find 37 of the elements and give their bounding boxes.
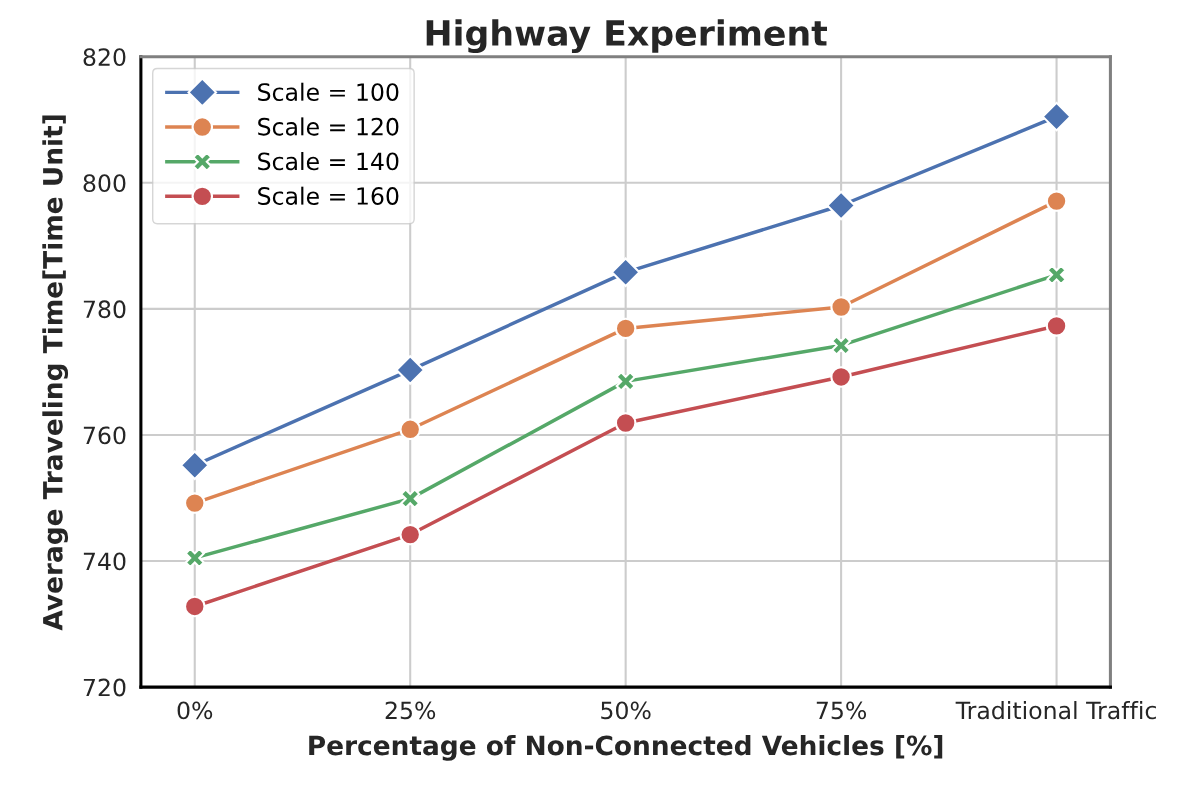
point: [614, 317, 637, 340]
point: [826, 190, 856, 221]
y-tick-label: 760: [83, 426, 126, 445]
point: [183, 492, 206, 514]
point: [395, 355, 425, 385]
point: [183, 595, 206, 618]
point: [614, 412, 637, 434]
y-tick-label: 720: [83, 678, 126, 697]
point: [1045, 190, 1068, 212]
point: [179, 450, 210, 481]
point: [400, 488, 421, 509]
chart-title: Highway Experiment: [426, 19, 827, 54]
legend-label: Scale = 140: [258, 152, 399, 171]
x-tick-label: 25%: [385, 701, 436, 720]
y-tick-label: 740: [83, 552, 126, 571]
point: [830, 296, 852, 318]
y-tick-label: 780: [83, 300, 126, 319]
x-tick-label: 0%: [177, 701, 213, 720]
y-axis-title: Average Traveling Time[Time Unit]: [42, 115, 69, 631]
point: [399, 523, 421, 546]
point: [399, 418, 421, 441]
point: [831, 335, 852, 356]
point: [1041, 101, 1072, 132]
x-tick-label: Traditional Traffic: [955, 701, 1156, 720]
y-tick-label: 820: [83, 48, 126, 67]
point: [610, 257, 641, 288]
x-tick-label: 75%: [816, 701, 867, 720]
y-tick-label: 800: [83, 174, 126, 193]
legend-label: Scale = 120: [258, 117, 399, 136]
point: [830, 366, 852, 388]
point: [615, 371, 636, 392]
point: [1046, 264, 1067, 285]
legend-label: Scale = 160: [258, 186, 399, 205]
point: [1045, 315, 1068, 337]
legend-label: Scale = 100: [258, 82, 399, 101]
x-axis-title: Percentage of Non-Connected Vehicles [%]: [309, 734, 943, 761]
x-tick-label: 50%: [601, 701, 651, 720]
